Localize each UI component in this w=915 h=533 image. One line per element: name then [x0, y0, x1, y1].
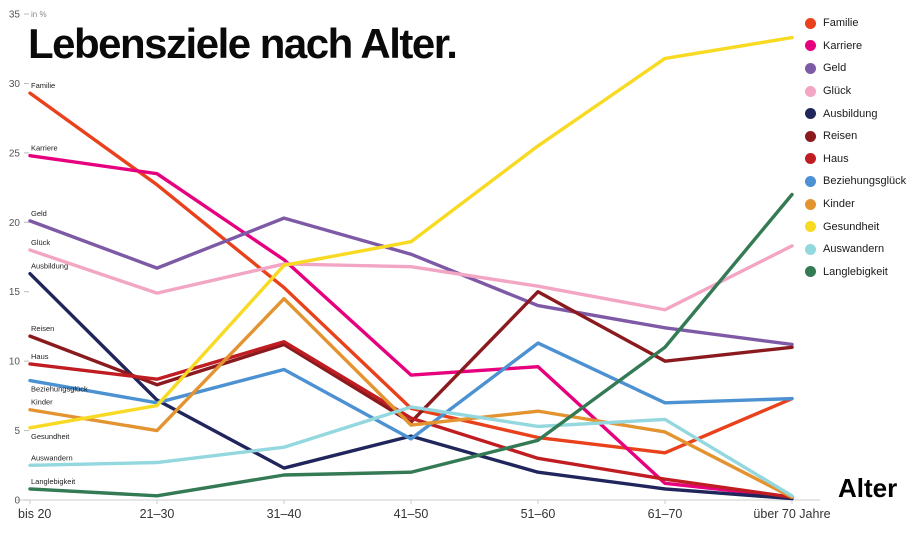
- legend-item: Gesundheit: [805, 215, 909, 238]
- x-category-label: 21–30: [140, 507, 175, 521]
- y-axis-tick-label: 35: [9, 10, 21, 21]
- legend-swatch: [805, 221, 816, 233]
- series-start-label: Familie: [31, 81, 55, 90]
- legend-item: Ausbildung: [805, 102, 909, 125]
- legend-label: Karriere: [823, 39, 863, 52]
- series-line-kinder: [28, 296, 794, 499]
- x-category-label: 51–60: [521, 507, 556, 521]
- x-category-label: 61–70: [648, 507, 683, 521]
- legend-swatch: [805, 130, 816, 142]
- legend-swatch: [805, 153, 816, 165]
- series-start-label: Auswandern: [31, 453, 73, 462]
- legend-swatch: [805, 243, 816, 255]
- y-axis-unit-label: in %: [31, 10, 47, 19]
- x-category-label: über 70 Jahre: [753, 507, 830, 521]
- chart-title: Lebensziele nach Alter.: [28, 20, 458, 67]
- legend-swatch: [805, 266, 816, 278]
- legend-swatch: [805, 40, 816, 52]
- legend-swatch: [805, 175, 816, 187]
- series-line-familie: [28, 91, 794, 455]
- legend-item: Glück: [805, 80, 909, 103]
- series-start-label: Karriere: [31, 144, 58, 153]
- legend-label: Auswandern: [823, 243, 885, 256]
- y-axis-tick-label: 5: [14, 426, 20, 437]
- legend-label: Geld: [823, 62, 847, 75]
- series-line-gesundheit: [28, 35, 794, 430]
- x-category-label: 41–50: [394, 507, 429, 521]
- series-line-ausbildung: [28, 271, 794, 501]
- y-axis-tick-label: 15: [9, 287, 21, 298]
- series-line-auswandern: [28, 405, 794, 498]
- series-line-haus: [28, 340, 794, 499]
- series-start-label: Beziehungsglück: [31, 385, 88, 394]
- legend-item: Kinder: [805, 193, 909, 216]
- x-category-label: 31–40: [267, 507, 302, 521]
- legend-item: Reisen: [805, 125, 909, 148]
- series-start-label: Glück: [31, 238, 50, 247]
- series-line-glück: [28, 244, 794, 312]
- legend-swatch: [805, 62, 816, 74]
- y-axis-tick-label: 10: [9, 357, 21, 368]
- legend-item: Geld: [805, 57, 909, 80]
- series-start-label: Gesundheit: [31, 432, 70, 441]
- series-start-label: Geld: [31, 209, 47, 218]
- series-line-reisen: [28, 290, 794, 424]
- legend-item: Haus: [805, 148, 909, 171]
- legend-item: Karriere: [805, 35, 909, 58]
- legend-label: Beziehungsglück: [823, 175, 907, 188]
- legend-label: Langlebigkeit: [823, 265, 888, 278]
- legend-label: Glück: [823, 85, 852, 98]
- x-axis-title: Alter: [838, 473, 897, 503]
- legend-item: Beziehungsglück: [805, 170, 909, 193]
- y-axis-tick-label: 25: [9, 148, 21, 159]
- series-start-label: Ausbildung: [31, 262, 68, 271]
- legend-label: Haus: [823, 152, 849, 165]
- legend: Familie Karriere Geld Glück Ausbildung Reisen…: [805, 12, 909, 283]
- legend-label: Ausbildung: [823, 107, 878, 120]
- series-line-karriere: [28, 153, 794, 499]
- legend-swatch: [805, 108, 816, 120]
- legend-label: Kinder: [823, 198, 855, 211]
- series-start-label: Haus: [31, 352, 49, 361]
- legend-item: Langlebigkeit: [805, 261, 909, 284]
- y-axis-tick-label: 0: [14, 496, 20, 507]
- legend-item: Auswandern: [805, 238, 909, 261]
- legend-swatch: [805, 17, 816, 29]
- legend-swatch: [805, 85, 816, 97]
- series-start-label: Langlebigkeit: [31, 477, 76, 486]
- legend-label: Familie: [823, 17, 859, 30]
- series-line-langlebigkeit: [28, 192, 794, 498]
- series-start-label: Reisen: [31, 324, 54, 333]
- legend-swatch: [805, 198, 816, 210]
- series-start-label: Kinder: [31, 398, 53, 407]
- y-axis-tick-label: 30: [9, 79, 21, 90]
- legend-label: Gesundheit: [823, 220, 880, 233]
- series-line-beziehungsglück: [28, 341, 794, 441]
- legend-label: Reisen: [823, 130, 858, 143]
- y-axis-tick-label: 20: [9, 218, 21, 229]
- legend-item: Familie: [805, 12, 909, 35]
- x-category-label: bis 20: [18, 507, 51, 521]
- series-line-geld: [28, 216, 794, 347]
